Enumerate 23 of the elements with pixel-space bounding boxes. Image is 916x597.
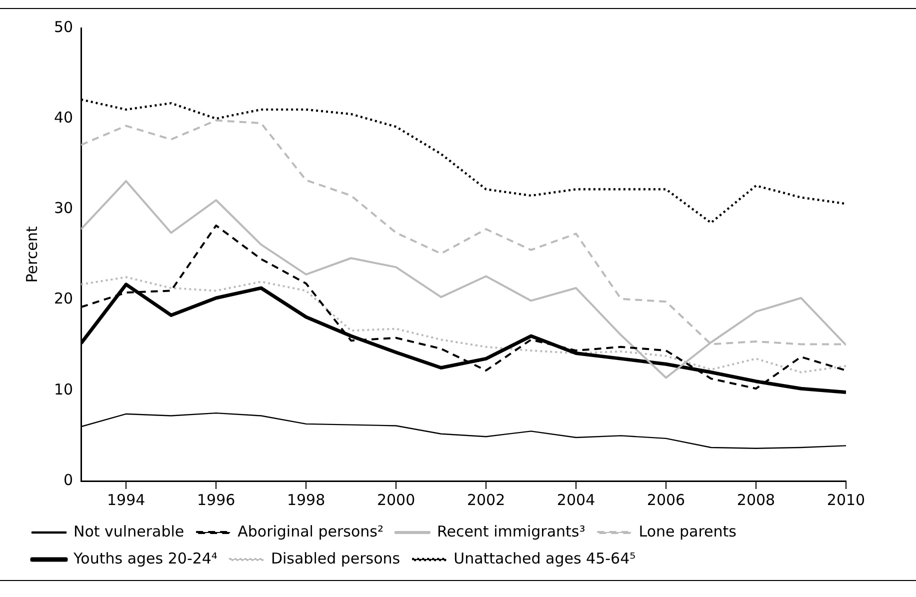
y-axis-title: Percent xyxy=(22,226,41,283)
x-tick-label: 2010 xyxy=(826,490,866,509)
x-tick-label: 2004 xyxy=(556,490,596,509)
legend-label: Recent immigrants³ xyxy=(436,522,586,540)
x-tick-label: 1996 xyxy=(196,490,236,509)
legend-label: Disabled persons xyxy=(270,549,400,568)
x-tick-label: 1994 xyxy=(106,490,146,509)
x-tick-label: 2002 xyxy=(466,490,506,509)
x-tick-label: 2008 xyxy=(736,490,776,509)
y-tick-label: 20 xyxy=(54,290,74,308)
legend-label: Youths ages 20-24⁴ xyxy=(72,549,218,568)
legend-label: Aboriginal persons² xyxy=(238,522,384,540)
y-tick-label: 40 xyxy=(54,108,74,126)
y-tick-label: 50 xyxy=(54,18,74,36)
x-tick-label: 2000 xyxy=(376,490,416,509)
x-tick-label: 1998 xyxy=(286,490,326,509)
y-tick-label: 30 xyxy=(54,199,74,218)
y-tick-label: 10 xyxy=(54,380,74,398)
legend-label: Lone parents xyxy=(638,522,737,540)
legend-label: Unattached ages 45-64⁵ xyxy=(454,549,636,568)
x-tick-label: 2006 xyxy=(646,490,686,509)
legend-label: Not vulnerable xyxy=(74,522,184,540)
y-tick-label: 0 xyxy=(64,470,74,489)
